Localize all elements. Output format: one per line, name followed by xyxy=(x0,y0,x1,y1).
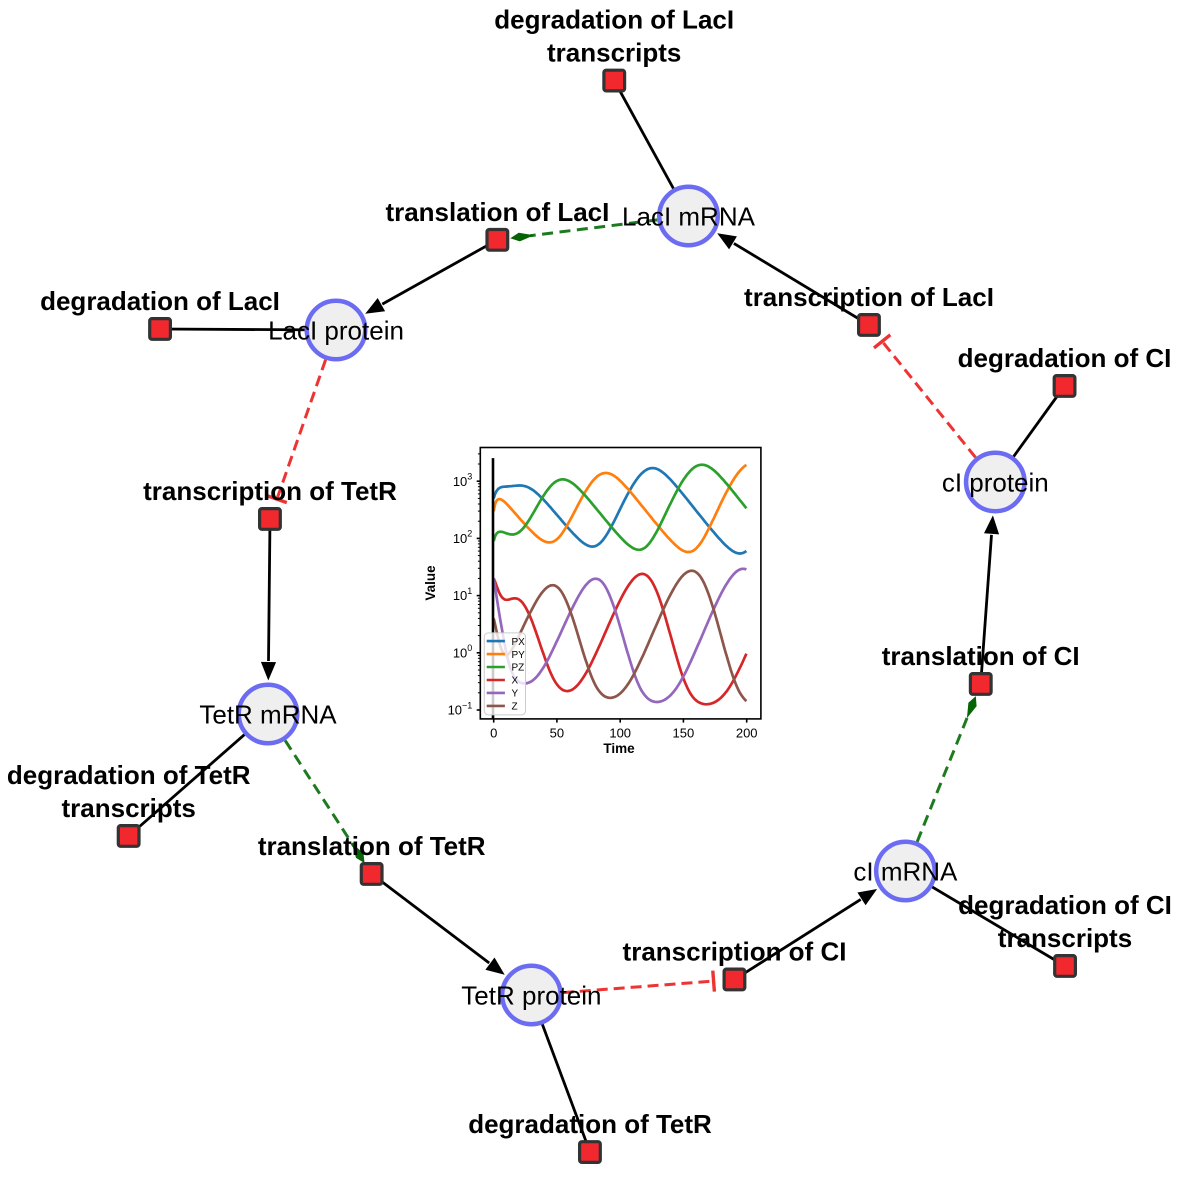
svg-text:50: 50 xyxy=(550,726,564,741)
svg-text:transcripts: transcripts xyxy=(998,923,1132,953)
svg-text:cI mRNA: cI mRNA xyxy=(853,857,958,887)
svg-text:cI protein: cI protein xyxy=(942,468,1049,498)
svg-text:LacI protein: LacI protein xyxy=(268,316,404,346)
svg-text:degradation of LacI: degradation of LacI xyxy=(494,5,734,35)
svg-text:degradation of CI: degradation of CI xyxy=(958,343,1172,373)
svg-text:transcription of LacI: transcription of LacI xyxy=(744,282,994,312)
svg-text:Time: Time xyxy=(603,741,635,756)
svg-text:transcription of TetR: transcription of TetR xyxy=(143,476,397,506)
svg-text:transcription of CI: transcription of CI xyxy=(623,937,847,967)
svg-text:PX: PX xyxy=(512,637,526,648)
svg-text:degradation of LacI: degradation of LacI xyxy=(40,286,280,316)
svg-text:transcripts: transcripts xyxy=(62,793,196,823)
svg-text:translation of TetR: translation of TetR xyxy=(258,831,486,861)
svg-text:degradation of CI: degradation of CI xyxy=(958,890,1172,920)
svg-text:degradation of TetR: degradation of TetR xyxy=(7,760,251,790)
svg-text:TetR mRNA: TetR mRNA xyxy=(199,700,337,730)
svg-text:X: X xyxy=(512,676,519,687)
svg-text:LacI mRNA: LacI mRNA xyxy=(622,202,756,232)
svg-text:150: 150 xyxy=(673,726,695,741)
svg-text:Y: Y xyxy=(512,689,519,700)
svg-text:translation of CI: translation of CI xyxy=(882,641,1080,671)
svg-text:200: 200 xyxy=(736,726,758,741)
svg-text:translation of LacI: translation of LacI xyxy=(385,197,609,227)
svg-text:TetR protein: TetR protein xyxy=(461,981,601,1011)
svg-text:Z: Z xyxy=(512,702,518,713)
svg-text:0: 0 xyxy=(490,726,497,741)
svg-text:transcripts: transcripts xyxy=(547,38,681,68)
svg-text:Value: Value xyxy=(423,565,438,601)
svg-text:PY: PY xyxy=(512,650,526,661)
svg-text:100: 100 xyxy=(609,726,631,741)
svg-text:degradation of TetR: degradation of TetR xyxy=(468,1109,712,1139)
svg-text:PZ: PZ xyxy=(512,663,525,674)
